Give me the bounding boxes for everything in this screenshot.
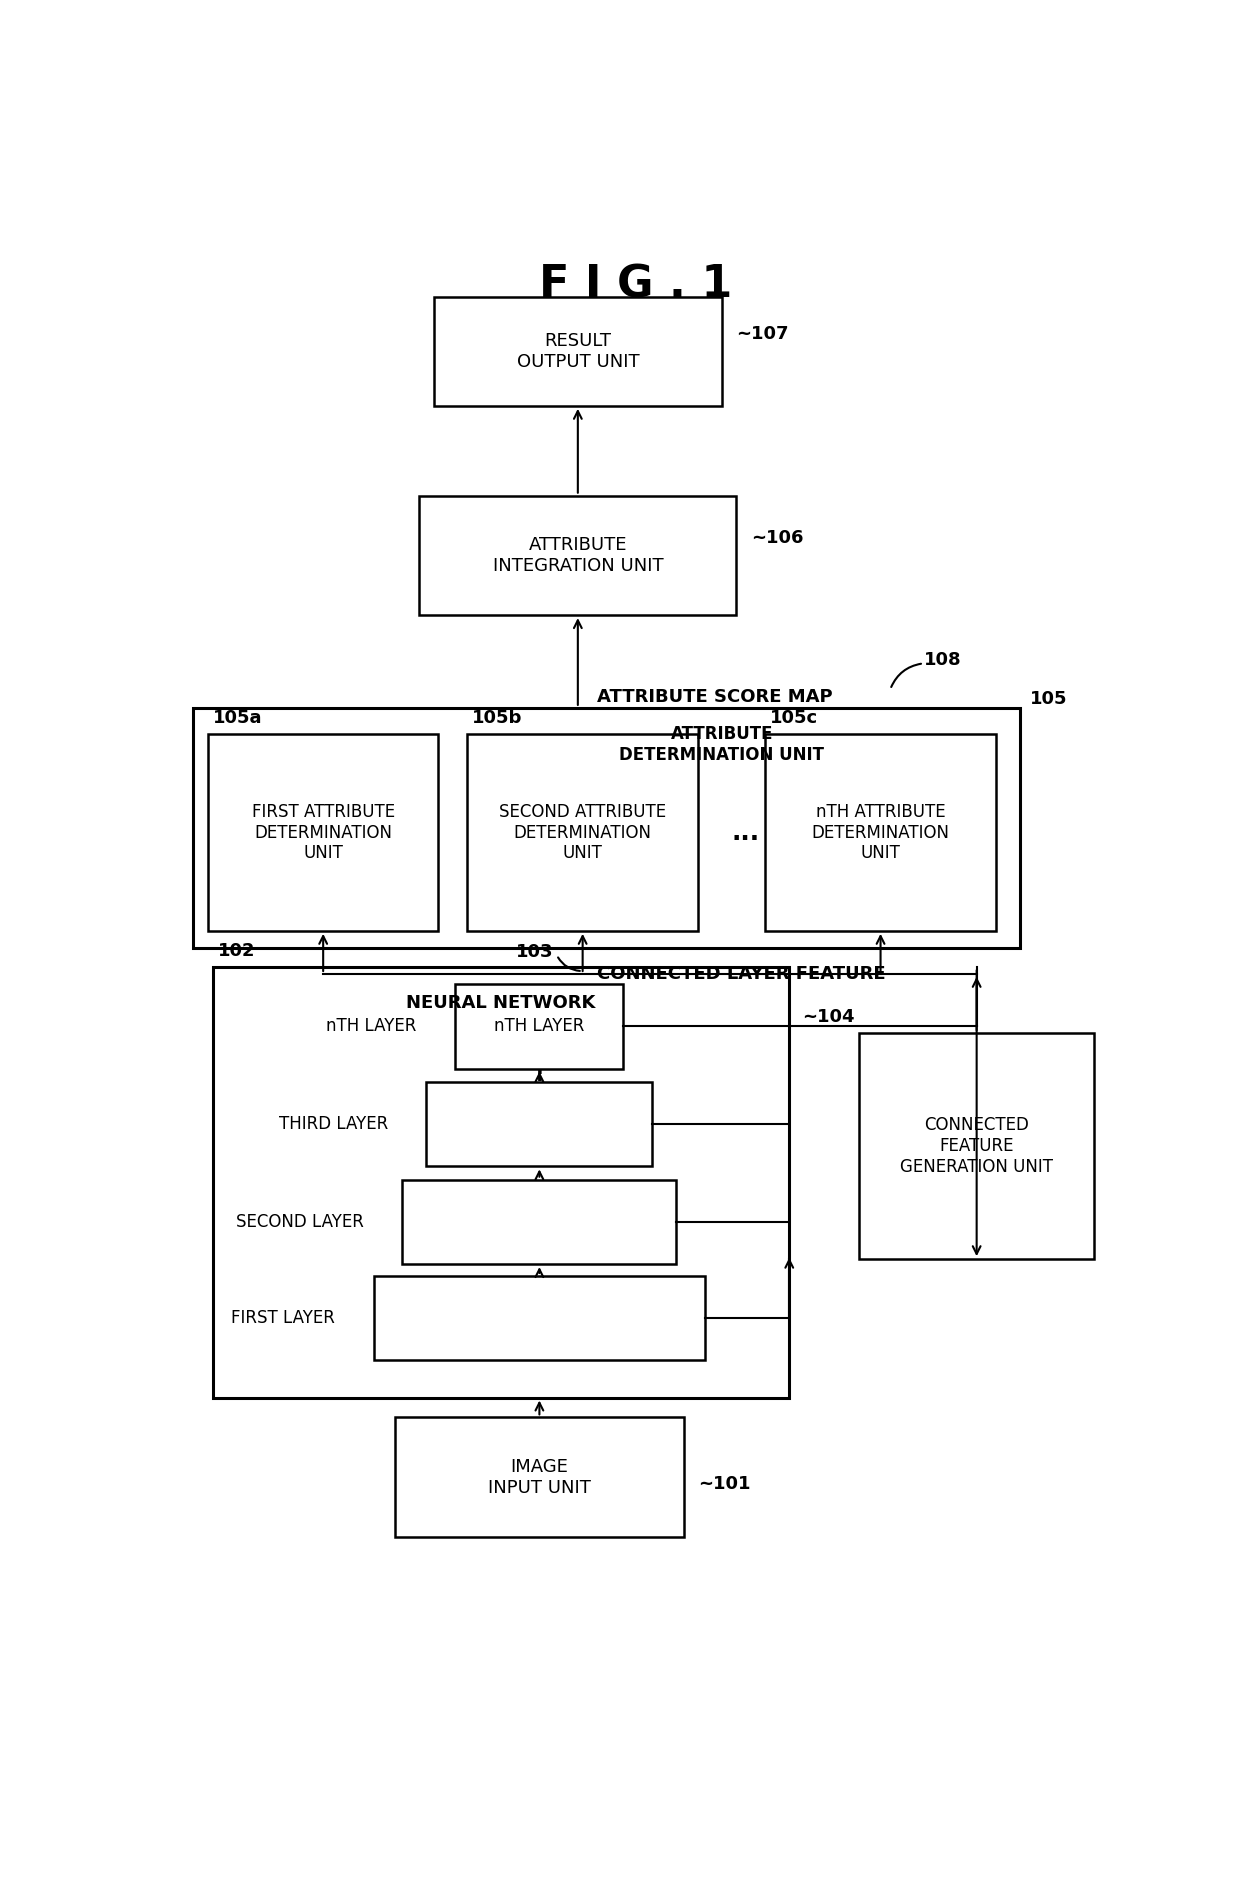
FancyBboxPatch shape <box>396 1417 683 1536</box>
Text: 102: 102 <box>217 941 255 960</box>
FancyBboxPatch shape <box>467 735 698 932</box>
Text: ATTRIBUTE SCORE MAP: ATTRIBUTE SCORE MAP <box>596 688 833 706</box>
Text: 105a: 105a <box>213 708 262 727</box>
Text: 105c: 105c <box>770 708 818 727</box>
Text: ~101: ~101 <box>698 1475 750 1492</box>
FancyBboxPatch shape <box>765 735 996 932</box>
Text: ATTRIBUTE
DETERMINATION UNIT: ATTRIBUTE DETERMINATION UNIT <box>620 725 825 763</box>
Text: nTH LAYER: nTH LAYER <box>495 1017 584 1036</box>
Text: ATTRIBUTE
INTEGRATION UNIT: ATTRIBUTE INTEGRATION UNIT <box>492 536 663 574</box>
Text: IMAGE
INPUT UNIT: IMAGE INPUT UNIT <box>489 1458 590 1496</box>
FancyBboxPatch shape <box>193 708 1019 949</box>
Text: CONNECTED LAYER FEATURE: CONNECTED LAYER FEATURE <box>596 964 885 983</box>
Text: ~107: ~107 <box>737 324 789 343</box>
Text: NEURAL NETWORK: NEURAL NETWORK <box>407 994 595 1011</box>
FancyBboxPatch shape <box>213 968 789 1398</box>
FancyBboxPatch shape <box>434 297 722 405</box>
FancyBboxPatch shape <box>208 735 439 932</box>
Text: ~106: ~106 <box>751 528 804 547</box>
Text: F I G . 1: F I G . 1 <box>539 263 732 307</box>
Text: 105: 105 <box>1029 689 1066 708</box>
Text: 103: 103 <box>516 943 554 960</box>
FancyBboxPatch shape <box>427 1081 652 1167</box>
Text: RESULT
OUTPUT UNIT: RESULT OUTPUT UNIT <box>517 331 639 371</box>
Text: ...: ... <box>732 820 760 845</box>
FancyBboxPatch shape <box>403 1180 676 1263</box>
FancyBboxPatch shape <box>373 1277 706 1360</box>
Text: FIRST ATTRIBUTE
DETERMINATION
UNIT: FIRST ATTRIBUTE DETERMINATION UNIT <box>252 803 394 862</box>
Text: THIRD LAYER: THIRD LAYER <box>279 1116 388 1133</box>
Text: 105b: 105b <box>472 708 522 727</box>
Text: 108: 108 <box>924 652 961 669</box>
Text: FIRST LAYER: FIRST LAYER <box>232 1309 335 1328</box>
Text: nTH LAYER: nTH LAYER <box>326 1017 417 1036</box>
Text: ~104: ~104 <box>801 1008 854 1027</box>
Text: SECOND LAYER: SECOND LAYER <box>236 1212 365 1231</box>
FancyBboxPatch shape <box>859 1032 1095 1260</box>
Text: :: : <box>536 1066 543 1085</box>
Text: CONNECTED
FEATURE
GENERATION UNIT: CONNECTED FEATURE GENERATION UNIT <box>900 1116 1053 1176</box>
FancyBboxPatch shape <box>419 496 737 616</box>
FancyBboxPatch shape <box>455 985 624 1068</box>
Text: nTH ATTRIBUTE
DETERMINATION
UNIT: nTH ATTRIBUTE DETERMINATION UNIT <box>811 803 950 862</box>
Text: SECOND ATTRIBUTE
DETERMINATION
UNIT: SECOND ATTRIBUTE DETERMINATION UNIT <box>498 803 666 862</box>
